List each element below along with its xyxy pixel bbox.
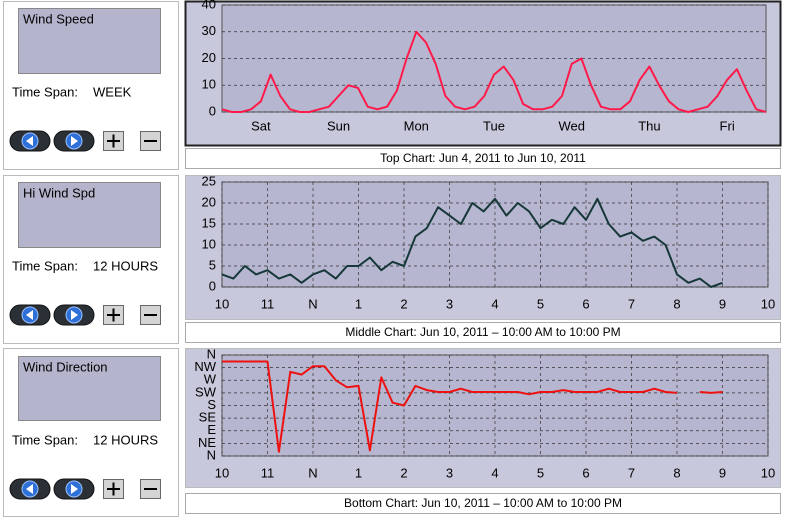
y-tick-label: NE (198, 435, 216, 450)
chart-caption: Middle Chart: Jun 10, 2011 – 10:00 AM to… (345, 325, 620, 339)
x-tick-label: Wed (558, 118, 585, 133)
plus-icon (107, 308, 120, 322)
x-tick-label: 10 (215, 465, 229, 480)
button-arrow (71, 136, 78, 146)
y-tick-label: SE (199, 410, 217, 425)
label-box (18, 182, 161, 248)
x-tick-label: 5 (537, 296, 544, 311)
time-span-value: WEEK (93, 84, 132, 99)
caption-box (185, 493, 781, 514)
time-span-value: 12 HOURS (93, 258, 158, 273)
y-tick-label: 20 (202, 50, 216, 65)
button-arrow (26, 484, 33, 494)
x-tick-label: Mon (404, 118, 429, 133)
time-span-label: Time Span: (12, 84, 78, 99)
plot-area (221, 181, 769, 288)
x-tick-label: 9 (719, 296, 726, 311)
data-line (221, 30, 767, 113)
x-tick-label: 3 (446, 296, 453, 311)
y-tick-label: 10 (202, 236, 216, 251)
x-tick-label: 11 (261, 296, 275, 311)
x-tick-label: 4 (491, 465, 498, 480)
button-arrow (71, 310, 78, 320)
x-tick-label: 9 (719, 465, 726, 480)
x-tick-label: 7 (628, 296, 635, 311)
x-tick-label: 8 (673, 296, 680, 311)
chart-caption: Top Chart: Jun 4, 2011 to Jun 10, 2011 (380, 151, 586, 165)
time-span-label: Time Span: (12, 432, 78, 447)
x-tick-label: 10 (761, 465, 775, 480)
label-box (18, 356, 161, 421)
x-tick-label: 8 (673, 465, 680, 480)
x-tick-label: N (308, 296, 317, 311)
x-tick-label: 6 (582, 465, 589, 480)
x-tick-label: 10 (761, 296, 775, 311)
button-arrow (26, 310, 33, 320)
x-tick-label: Sun (327, 118, 350, 133)
y-tick-label: 5 (209, 257, 216, 272)
caption-box (185, 148, 781, 169)
y-tick-label: S (207, 397, 216, 412)
x-tick-label: 11 (261, 465, 275, 480)
y-tick-label: 30 (202, 23, 216, 38)
x-tick-label: Tue (483, 118, 505, 133)
panel-label: Wind Direction (23, 359, 108, 374)
data-line (221, 197, 723, 288)
x-tick-label: N (308, 465, 317, 480)
x-tick-label: 4 (491, 296, 498, 311)
y-tick-label: E (207, 422, 216, 437)
x-tick-label: Thu (638, 118, 660, 133)
time-span-label: Time Span: (12, 258, 78, 273)
y-tick-label: 40 (202, 0, 216, 11)
y-tick-label: 10 (202, 77, 216, 92)
x-tick-label: 1 (355, 465, 362, 480)
panel-label: Hi Wind Spd (23, 185, 95, 200)
x-tick-label: Sat (251, 118, 271, 133)
plus-icon (107, 134, 120, 148)
x-tick-label: 6 (582, 296, 589, 311)
y-tick-label: 0 (209, 278, 216, 293)
y-tick-label: N (207, 346, 216, 361)
x-tick-label: 2 (400, 465, 407, 480)
y-tick-label: 0 (209, 103, 216, 118)
y-tick-label: W (204, 372, 217, 387)
data-line (222, 360, 723, 453)
button-arrow (26, 136, 33, 146)
caption-box (185, 322, 781, 343)
time-span-value: 12 HOURS (93, 432, 158, 447)
x-tick-label: 5 (537, 465, 544, 480)
y-tick-label: NW (194, 359, 216, 374)
y-tick-label: N (207, 447, 216, 462)
x-tick-label: Fri (720, 118, 735, 133)
chart-caption: Bottom Chart: Jun 10, 2011 – 10:00 AM to… (344, 496, 622, 510)
y-tick-label: 15 (202, 215, 216, 230)
plus-icon (107, 482, 120, 496)
x-tick-label: 1 (355, 296, 362, 311)
y-tick-label: SW (195, 384, 217, 399)
x-tick-label: 2 (400, 296, 407, 311)
x-tick-label: 3 (446, 465, 453, 480)
x-tick-label: 7 (628, 465, 635, 480)
y-tick-label: 20 (202, 194, 216, 209)
panel-label: Wind Speed (23, 11, 94, 26)
button-arrow (71, 484, 78, 494)
label-box (18, 8, 161, 74)
x-tick-label: 10 (215, 296, 229, 311)
y-tick-label: 25 (202, 173, 216, 188)
